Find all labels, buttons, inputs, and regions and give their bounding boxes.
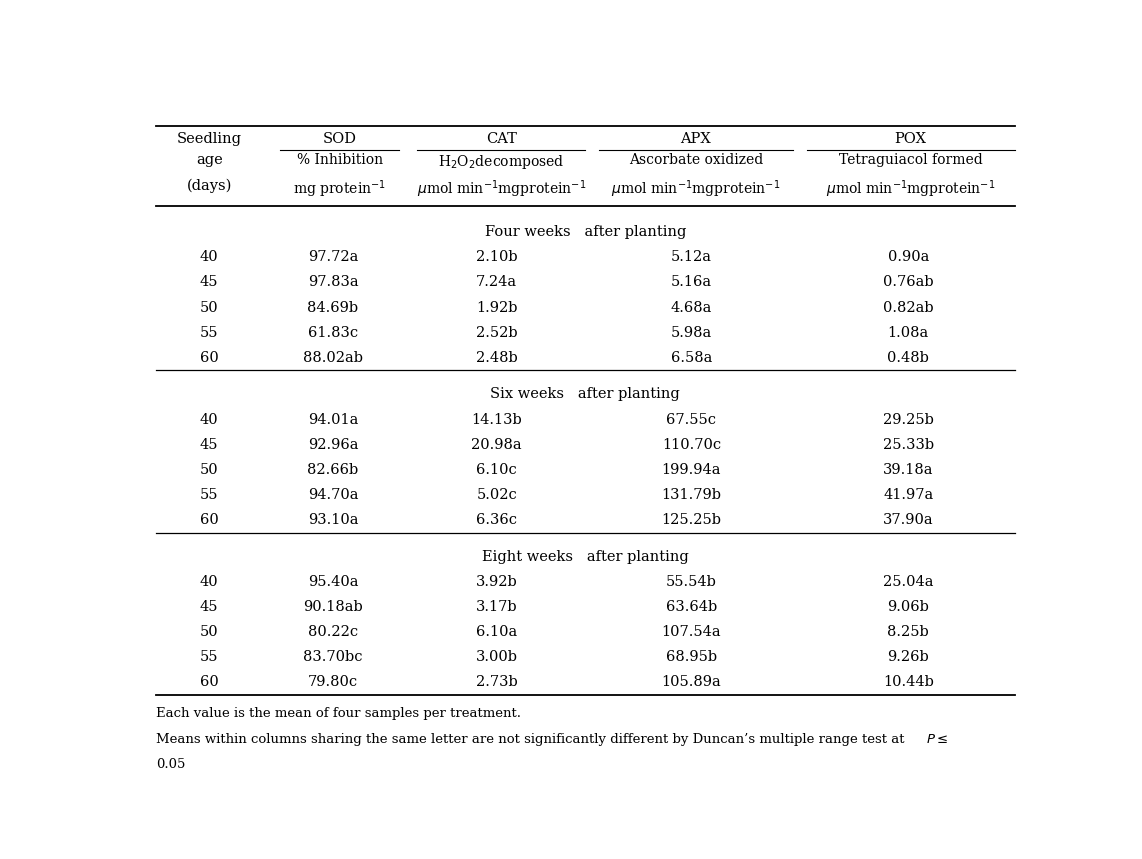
Text: 29.25b: 29.25b	[883, 412, 934, 427]
Text: 97.83a: 97.83a	[307, 276, 359, 289]
Text: 82.66b: 82.66b	[307, 463, 359, 477]
Text: $\mu$mol min$^{-1}$mgprotein$^{-1}$: $\mu$mol min$^{-1}$mgprotein$^{-1}$	[611, 179, 781, 200]
Text: 9.06b: 9.06b	[887, 600, 930, 614]
Text: 3.92b: 3.92b	[476, 575, 517, 588]
Text: 80.22c: 80.22c	[308, 625, 359, 639]
Text: Tetraguiacol formed: Tetraguiacol formed	[838, 154, 982, 168]
Text: 14.13b: 14.13b	[472, 412, 522, 427]
Text: 125.25b: 125.25b	[661, 513, 722, 527]
Text: 0.90a: 0.90a	[887, 250, 928, 265]
Text: 94.70a: 94.70a	[308, 488, 359, 502]
Text: 0.82ab: 0.82ab	[883, 301, 934, 314]
Text: 6.10a: 6.10a	[476, 625, 517, 639]
Text: SOD: SOD	[323, 131, 356, 145]
Text: 55: 55	[200, 650, 218, 664]
Text: 1.92b: 1.92b	[476, 301, 517, 314]
Text: 45: 45	[200, 600, 218, 614]
Text: Eight weeks   after planting: Eight weeks after planting	[482, 550, 689, 564]
Text: 3.00b: 3.00b	[476, 650, 517, 664]
Text: 105.89a: 105.89a	[661, 675, 722, 689]
Text: 41.97a: 41.97a	[883, 488, 933, 502]
Text: 6.10c: 6.10c	[476, 463, 517, 477]
Text: 92.96a: 92.96a	[308, 437, 359, 452]
Text: 6.58a: 6.58a	[670, 350, 713, 365]
Text: 39.18a: 39.18a	[883, 463, 933, 477]
Text: 0.76ab: 0.76ab	[883, 276, 934, 289]
Text: CAT: CAT	[485, 131, 516, 145]
Text: $P\leq$: $P\leq$	[926, 734, 948, 746]
Text: 61.83c: 61.83c	[308, 326, 359, 339]
Text: 45: 45	[200, 437, 218, 452]
Text: 37.90a: 37.90a	[883, 513, 934, 527]
Text: $\mu$mol min$^{-1}$mgprotein$^{-1}$: $\mu$mol min$^{-1}$mgprotein$^{-1}$	[417, 179, 586, 200]
Text: 5.02c: 5.02c	[476, 488, 517, 502]
Text: 50: 50	[200, 301, 218, 314]
Text: 79.80c: 79.80c	[308, 675, 359, 689]
Text: 2.73b: 2.73b	[476, 675, 517, 689]
Text: 40: 40	[200, 575, 218, 588]
Text: APX: APX	[681, 131, 711, 145]
Text: 93.10a: 93.10a	[308, 513, 359, 527]
Text: 0.05: 0.05	[156, 758, 185, 771]
Text: Seedling: Seedling	[177, 131, 242, 145]
Text: 2.48b: 2.48b	[476, 350, 517, 365]
Text: 9.26b: 9.26b	[887, 650, 930, 664]
Text: 2.52b: 2.52b	[476, 326, 517, 339]
Text: 25.04a: 25.04a	[883, 575, 933, 588]
Text: 90.18ab: 90.18ab	[303, 600, 363, 614]
Text: 4.68a: 4.68a	[670, 301, 713, 314]
Text: POX: POX	[894, 131, 926, 145]
Text: 45: 45	[200, 276, 218, 289]
Text: 110.70c: 110.70c	[662, 437, 721, 452]
Text: 5.12a: 5.12a	[671, 250, 711, 265]
Text: 83.70bc: 83.70bc	[304, 650, 363, 664]
Text: Means within columns sharing the same letter are not significantly different by : Means within columns sharing the same le…	[156, 734, 909, 746]
Text: 55: 55	[200, 488, 218, 502]
Text: 25.33b: 25.33b	[883, 437, 934, 452]
Text: 2.10b: 2.10b	[476, 250, 517, 265]
Text: 68.95b: 68.95b	[666, 650, 717, 664]
Text: 0.48b: 0.48b	[887, 350, 930, 365]
Text: 199.94a: 199.94a	[661, 463, 722, 477]
Text: 94.01a: 94.01a	[308, 412, 359, 427]
Text: 88.02ab: 88.02ab	[303, 350, 363, 365]
Text: 97.72a: 97.72a	[308, 250, 359, 265]
Text: 40: 40	[200, 250, 218, 265]
Text: age: age	[195, 154, 223, 168]
Text: 67.55c: 67.55c	[667, 412, 716, 427]
Text: Each value is the mean of four samples per treatment.: Each value is the mean of four samples p…	[156, 707, 521, 720]
Text: H$_2$O$_2$decomposed: H$_2$O$_2$decomposed	[439, 154, 564, 171]
Text: 84.69b: 84.69b	[307, 301, 359, 314]
Text: 63.64b: 63.64b	[666, 600, 717, 614]
Text: 5.16a: 5.16a	[670, 276, 713, 289]
Text: 55.54b: 55.54b	[666, 575, 717, 588]
Text: 6.36c: 6.36c	[476, 513, 517, 527]
Text: mg protein$^{-1}$: mg protein$^{-1}$	[293, 179, 386, 200]
Text: 55: 55	[200, 326, 218, 339]
Text: % Inhibition: % Inhibition	[297, 154, 383, 168]
Text: Four weeks   after planting: Four weeks after planting	[484, 225, 686, 239]
Text: 60: 60	[200, 513, 218, 527]
Text: $\mu$mol min$^{-1}$mgprotein$^{-1}$: $\mu$mol min$^{-1}$mgprotein$^{-1}$	[826, 179, 995, 200]
Text: 5.98a: 5.98a	[670, 326, 713, 339]
Text: 60: 60	[200, 675, 218, 689]
Text: 107.54a: 107.54a	[661, 625, 722, 639]
Text: 40: 40	[200, 412, 218, 427]
Text: 10.44b: 10.44b	[883, 675, 934, 689]
Text: 50: 50	[200, 463, 218, 477]
Text: (days): (days)	[186, 179, 232, 193]
Text: 131.79b: 131.79b	[661, 488, 722, 502]
Text: 20.98a: 20.98a	[472, 437, 522, 452]
Text: 8.25b: 8.25b	[887, 625, 930, 639]
Text: 1.08a: 1.08a	[887, 326, 928, 339]
Text: 50: 50	[200, 625, 218, 639]
Text: 60: 60	[200, 350, 218, 365]
Text: Ascorbate oxidized: Ascorbate oxidized	[629, 154, 763, 168]
Text: 95.40a: 95.40a	[308, 575, 359, 588]
Text: 7.24a: 7.24a	[476, 276, 517, 289]
Text: Six weeks   after planting: Six weeks after planting	[490, 387, 681, 401]
Text: 3.17b: 3.17b	[476, 600, 517, 614]
